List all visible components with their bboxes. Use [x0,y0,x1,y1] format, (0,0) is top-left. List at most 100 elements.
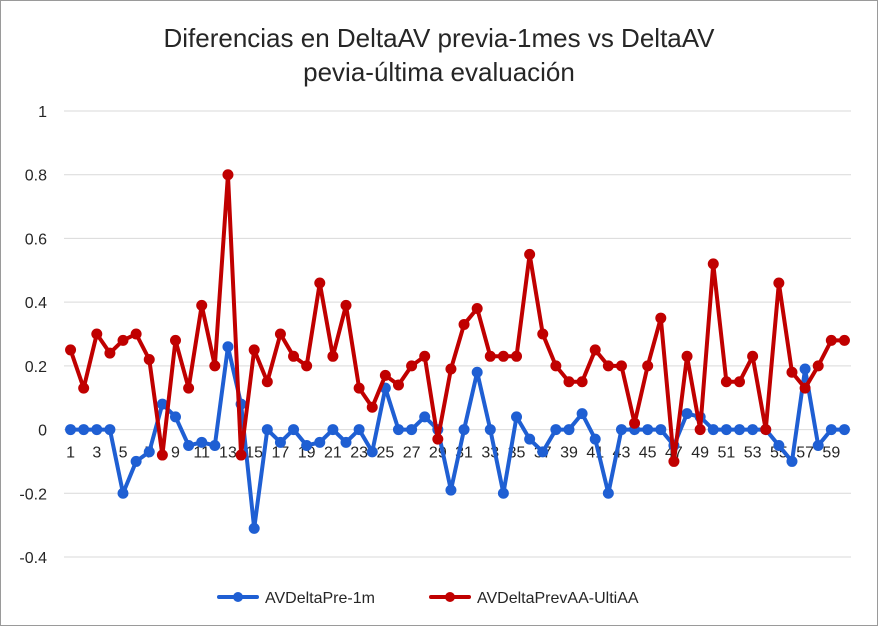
x-tick-label: 19 [298,445,316,462]
data-point [130,455,142,467]
data-point [734,376,746,388]
y-tick-label: 0.6 [25,231,47,248]
data-point [353,424,365,436]
data-point [183,382,195,394]
data-point [235,449,247,461]
data-point [825,424,837,436]
data-point [694,424,706,436]
data-point [537,328,549,340]
data-point [104,347,116,359]
data-point [183,440,195,451]
data-point [78,382,90,394]
data-point [209,360,221,372]
data-point [458,318,470,330]
data-point [511,350,523,362]
data-point [825,334,837,346]
data-point [130,328,142,340]
x-tick-label: 27 [403,445,421,462]
data-point [707,258,719,270]
data-point [366,446,378,458]
x-tick-label: 51 [717,445,735,462]
data-point [615,424,627,436]
gridlines [64,110,851,558]
data-point [419,411,431,423]
data-point [301,360,313,372]
data-point [799,363,811,375]
x-tick-label: 21 [324,445,342,462]
x-tick-label: 17 [272,445,290,462]
data-point [786,455,798,467]
data-point [681,408,693,420]
data-point [497,350,509,362]
data-point [314,277,326,289]
x-axis-tick-labels: 1357911131517192123252729313335373941434… [66,445,840,462]
data-point [720,424,732,436]
y-tick-label: 0.2 [25,359,47,376]
y-axis-tick-labels: -0.4 -0.2 0 0.2 0.4 0.6 0.8 1 [19,104,47,567]
data-point [143,446,155,458]
x-tick-label: 49 [691,445,709,462]
data-point [327,350,339,362]
data-point [143,353,155,365]
data-point [838,424,850,436]
x-tick-label: 15 [245,445,263,462]
data-point [484,424,496,436]
data-point [274,328,286,340]
data-point [274,436,286,448]
series-lines [65,169,850,534]
data-point [366,401,378,413]
data-point [799,382,811,394]
data-point [196,436,208,448]
data-point [576,408,588,420]
y-tick-label: 0.8 [25,168,47,185]
data-point [261,424,273,436]
x-tick-label: 5 [119,445,128,462]
data-point [78,424,90,436]
data-point [471,366,483,378]
data-point [248,522,260,534]
data-point [760,424,772,436]
data-point [563,424,575,436]
data-point [288,350,300,362]
data-point [91,328,103,340]
data-point [65,344,77,356]
x-tick-label: 39 [560,445,578,462]
data-point [222,169,234,181]
data-point [104,424,116,436]
x-tick-label: 45 [639,445,657,462]
data-point [288,424,300,436]
chart-title-line-2: pevia-última evaluación [303,57,575,87]
x-tick-label: 57 [796,445,814,462]
data-point [445,363,457,375]
data-point [524,433,536,445]
data-point [563,376,575,388]
data-point [812,360,824,372]
legend: AVDeltaPre-1m AVDeltaPrevAA-UltiAA [217,590,639,607]
data-point [314,436,326,448]
data-point [773,440,785,451]
data-point [445,484,457,496]
data-point [629,417,641,429]
data-point [117,334,129,346]
data-point [602,360,614,372]
legend-swatch-marker [445,592,455,602]
x-tick-label: 25 [376,445,394,462]
data-point [261,376,273,388]
y-tick-label: 0.4 [25,295,47,312]
data-point [497,487,509,499]
data-point [471,303,483,315]
data-point [432,433,444,445]
legend-swatch-marker [233,592,243,602]
data-point [655,312,667,324]
data-point [169,411,181,423]
data-point [589,433,601,445]
data-point [406,360,418,372]
y-tick-label: -0.2 [19,486,47,503]
series-2 [65,169,850,467]
data-point [707,424,719,436]
x-tick-label: 23 [350,445,368,462]
series-line [68,172,847,464]
data-point [379,369,391,381]
